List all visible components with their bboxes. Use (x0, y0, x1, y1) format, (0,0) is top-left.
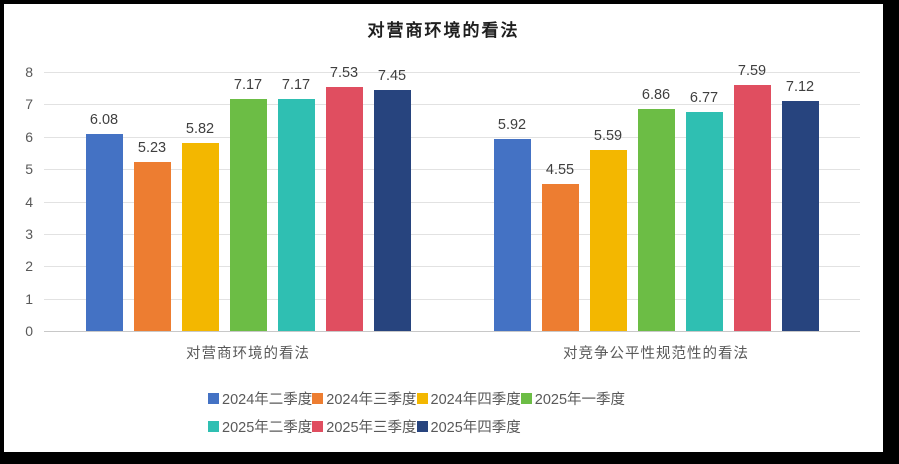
legend-item-2025年四季度: 2025年四季度 (416, 416, 521, 437)
gridline-y-1 (44, 298, 860, 300)
y-tick-label-2: 2 (25, 258, 33, 275)
bar-2024年三季度-1: 4.55 (541, 162, 579, 331)
category-label-business-environment: 对营商环境的看法 (186, 346, 310, 362)
bar-group-1: 5.92 4.55 5.59 6.86 6.77 7.59 7.12 (452, 63, 860, 331)
bar-value-label: 5.59 (593, 128, 623, 145)
bar-group-0: 6.08 5.23 5.82 7.17 7.17 7.53 7.45 (44, 65, 452, 331)
bar-value-label: 5.92 (497, 117, 527, 134)
legend-label: 2024年二季度 (222, 392, 313, 408)
bar-value-label: 7.17 (233, 76, 263, 93)
bar-value-label: 4.55 (545, 161, 575, 178)
bar-2025年二季度-0: 7.17 (277, 77, 315, 331)
legend-item-2025年三季度: 2025年三季度 (312, 416, 417, 437)
bar-2024年二季度-0: 6.08 (85, 112, 123, 331)
legend-label: 2025年一季度 (534, 392, 626, 408)
gridline-y-4 (44, 201, 860, 203)
gridline-y-6 (44, 136, 860, 138)
bar-2025年四季度-1: 7.12 (781, 79, 819, 331)
legend-label: 2025年四季度 (430, 420, 521, 436)
gridline-y-7 (44, 104, 860, 106)
y-tick-label-0: 0 (25, 323, 33, 339)
y-tick-label-7: 7 (25, 96, 33, 113)
bar-value-label: 7.17 (281, 76, 311, 93)
y-tick-label-8: 8 (25, 64, 33, 80)
bar-value-label: 6.86 (641, 86, 671, 103)
legend-item-2025年一季度: 2025年一季度 (520, 388, 626, 409)
bar-value-label: 6.77 (689, 89, 719, 106)
legend-label: 2024年四季度 (430, 392, 521, 408)
legend-swatch-icon (312, 421, 324, 432)
bar-2025年三季度-0: 7.53 (325, 65, 363, 331)
legend-swatch-icon (416, 421, 428, 432)
legend-swatch-icon (208, 421, 219, 432)
legend-swatch-icon (416, 393, 428, 404)
bar-2024年四季度-0: 5.82 (181, 121, 219, 331)
chart-title: 对营商环境的看法 (367, 21, 520, 40)
legend-item-2025年二季度: 2025年二季度 (208, 416, 312, 437)
y-tick-label-1: 1 (25, 290, 33, 307)
y-tick-label-6: 6 (25, 128, 33, 145)
y-tick-label-4: 4 (25, 193, 33, 210)
legend-item-2024年二季度: 2024年二季度 (208, 388, 312, 409)
chart-legend: 2024年二季度 2024年三季度 2024年四季度 2025年一季度 2025年二季度… (208, 388, 728, 437)
bar-2025年一季度-1: 6.86 (637, 87, 675, 331)
y-tick-label-5: 5 (25, 161, 33, 178)
bar-value-label: 7.45 (377, 67, 407, 84)
legend-swatch-icon (312, 393, 324, 404)
category-label-competition-fairness: 对竞争公平性规范性的看法 (563, 346, 749, 362)
legend-item-2024年四季度: 2024年四季度 (416, 388, 521, 409)
bar-2025年三季度-1: 7.59 (733, 63, 771, 331)
bar-2024年三季度-0: 5.23 (133, 140, 171, 331)
gridline-y-8 (44, 72, 860, 73)
legend-row-0: 2024年二季度 2024年三季度 2024年四季度 2025年一季度 (208, 388, 728, 409)
bar-2025年二季度-1: 6.77 (685, 90, 723, 331)
gridline-y-0 (44, 331, 860, 332)
bar-2024年四季度-1: 5.59 (589, 128, 627, 331)
gridline-y-3 (44, 233, 860, 235)
bar-2025年四季度-0: 7.45 (373, 68, 411, 331)
bar-value-label: 7.59 (737, 63, 767, 80)
gridline-y-5 (44, 169, 860, 171)
chart-canvas: 对营商环境的看法 0 1 2 3 4 5 6 7 8 6.08 5.23 5.82 7.17 7.17 7… (4, 4, 883, 452)
bar-value-label: 7.53 (329, 65, 359, 82)
legend-row-1: 2025年二季度 2025年三季度 2025年四季度 (208, 416, 728, 437)
bar-value-label: 6.08 (89, 112, 119, 129)
bar-value-label: 5.82 (185, 120, 215, 137)
legend-label: 2025年二季度 (222, 420, 313, 436)
bar-value-label: 7.12 (785, 78, 815, 95)
plot-area: 6.08 5.23 5.82 7.17 7.17 7.53 7.45 5.92 4.55 5.59… (44, 63, 860, 332)
y-tick-label-3: 3 (25, 225, 33, 242)
legend-item-2024年三季度: 2024年三季度 (312, 388, 417, 409)
legend-label: 2024年三季度 (326, 392, 417, 408)
legend-swatch-icon (520, 393, 532, 404)
bar-value-label: 5.23 (137, 139, 167, 156)
bar-2025年一季度-0: 7.17 (229, 77, 267, 331)
y-axis: 0 1 2 3 4 5 6 7 8 (4, 64, 40, 339)
bar-2024年二季度-1: 5.92 (493, 117, 531, 331)
legend-swatch-icon (208, 393, 219, 404)
legend-label: 2025年三季度 (326, 420, 417, 436)
gridline-y-2 (44, 266, 860, 268)
